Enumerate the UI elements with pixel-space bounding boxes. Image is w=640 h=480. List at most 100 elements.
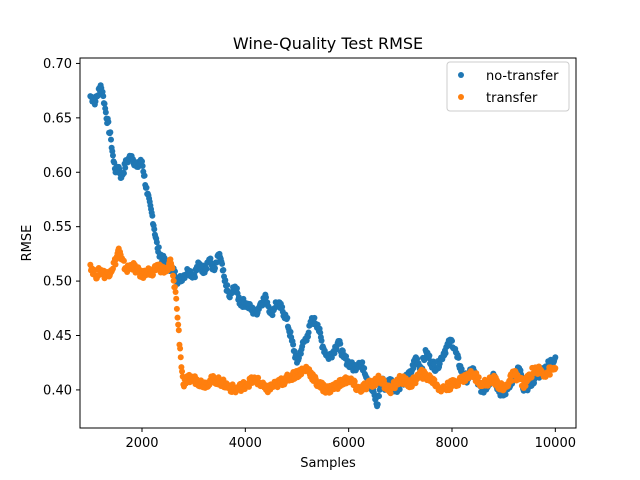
data-point (203, 265, 210, 272)
data-point (431, 376, 438, 383)
x-ticks: 2000 4000 6000 8000 10000 (125, 428, 576, 451)
data-point (279, 304, 286, 311)
data-point (220, 267, 227, 274)
data-point (112, 261, 119, 268)
data-point (153, 239, 160, 246)
legend-frame (446, 61, 570, 112)
data-point (305, 329, 312, 336)
marks-layer (87, 82, 559, 410)
data-point (531, 380, 538, 387)
data-point (175, 321, 182, 328)
legend: no-transfer transfer (446, 61, 570, 112)
data-point (222, 277, 229, 284)
data-point (148, 209, 155, 216)
data-point (410, 365, 417, 372)
data-point (269, 312, 276, 319)
data-point (143, 184, 150, 191)
x-tick-label: 2000 (125, 436, 158, 451)
data-point (235, 294, 242, 301)
data-point (175, 327, 182, 334)
x-tick-label: 8000 (435, 436, 468, 451)
plot-area: 2000 4000 6000 8000 10000 0.400.450.500.550.… (43, 57, 577, 451)
data-point (151, 226, 158, 233)
data-point (213, 259, 220, 266)
data-point (99, 88, 106, 95)
data-point (287, 328, 294, 335)
data-point (442, 350, 449, 357)
data-point (458, 365, 465, 372)
y-tick-label: 0.70 (43, 57, 72, 72)
data-point (211, 265, 218, 272)
data-point (284, 314, 291, 321)
data-point (455, 354, 462, 361)
data-point (155, 244, 162, 251)
data-point (120, 170, 127, 177)
y-tick-label: 0.45 (43, 329, 72, 344)
plot-border (79, 57, 577, 429)
data-point (475, 374, 482, 381)
data-point (108, 136, 114, 143)
data-point (122, 164, 129, 171)
data-point (171, 283, 178, 290)
legend-label-no-transfer: no-transfer (486, 69, 559, 84)
y-tick-label: 0.65 (43, 111, 72, 126)
legend-marker-no-transfer (458, 72, 464, 78)
data-point (546, 371, 553, 378)
y-ticks: 0.40 0.45 0.50 0.55 0.60 0.65 0.70 (43, 57, 80, 398)
y-axis-label: RMSE (20, 225, 35, 262)
data-point (337, 340, 344, 347)
y-tick-label: 0.60 (43, 166, 72, 181)
data-point (170, 277, 177, 284)
x-tick-label: 4000 (229, 436, 262, 451)
data-point (170, 272, 176, 279)
data-point (448, 336, 455, 343)
data-point (177, 354, 184, 361)
data-point (141, 172, 148, 179)
data-point (360, 365, 367, 372)
data-point (173, 305, 180, 312)
data-point (149, 271, 156, 278)
y-tick-label: 0.50 (43, 275, 72, 290)
data-point (172, 288, 179, 295)
data-point (191, 274, 198, 281)
data-point (139, 162, 146, 169)
x-axis-label: Samples (300, 456, 356, 471)
data-point (178, 364, 185, 371)
x-tick-label: 6000 (332, 436, 365, 451)
data-point (317, 329, 324, 336)
data-point (107, 129, 114, 136)
data-point (370, 389, 377, 396)
data-point (262, 291, 269, 298)
data-point (169, 265, 176, 272)
data-point (396, 386, 403, 393)
data-point (387, 390, 394, 397)
legend-marker-transfer (458, 94, 464, 100)
data-point (359, 359, 366, 366)
data-point (207, 255, 214, 262)
chart-title: Wine-Quality Test RMSE (233, 34, 423, 53)
data-point (120, 257, 127, 264)
data-point (290, 341, 297, 348)
data-point (177, 345, 184, 352)
data-point (101, 100, 108, 107)
data-point (233, 285, 240, 292)
data-point (109, 152, 116, 159)
data-point (91, 101, 98, 108)
data-point (318, 337, 325, 344)
data-point (173, 295, 180, 302)
data-point (508, 377, 515, 384)
data-point (311, 314, 318, 321)
data-point (102, 105, 109, 112)
data-point (224, 282, 231, 289)
data-point (376, 393, 383, 400)
data-point (105, 118, 112, 125)
y-tick-label: 0.55 (43, 220, 72, 235)
data-point (219, 260, 226, 267)
data-point (174, 314, 181, 321)
data-point (179, 368, 186, 375)
y-tick-label: 0.40 (43, 383, 72, 398)
series-transfer (87, 245, 559, 397)
data-point (551, 355, 558, 362)
